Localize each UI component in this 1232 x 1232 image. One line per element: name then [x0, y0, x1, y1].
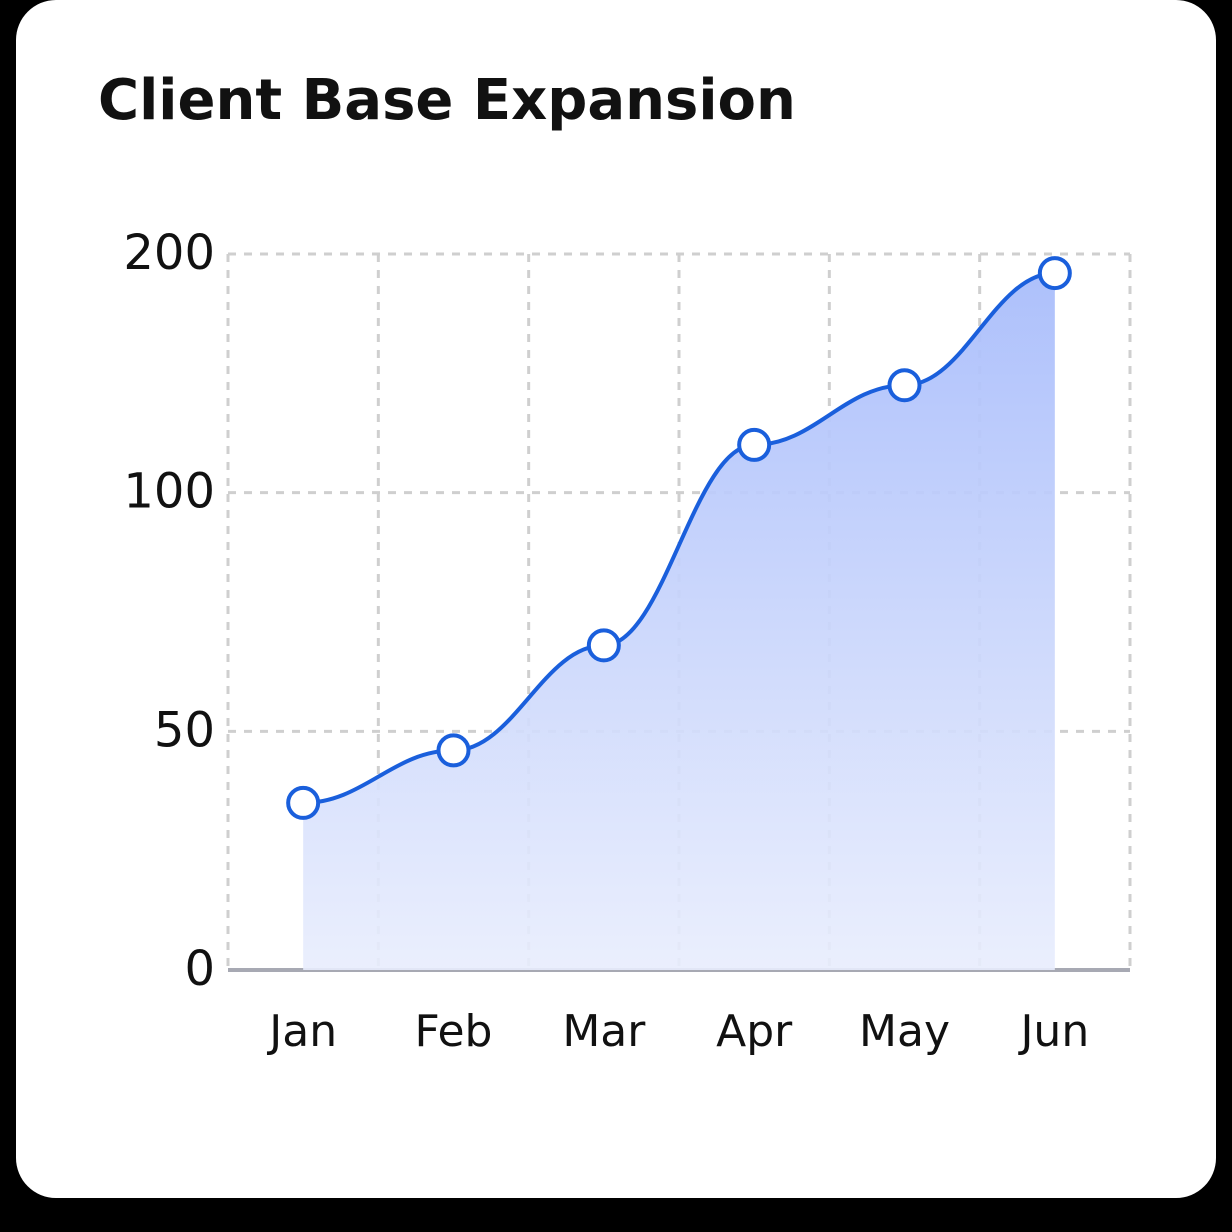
y-tick-label: 200: [123, 225, 215, 281]
x-tick-label: Apr: [716, 1006, 793, 1057]
point: [1037, 256, 1072, 291]
x-tick-label: May: [859, 1006, 950, 1057]
y-tick-label: 0: [184, 941, 215, 997]
area-fill: [303, 273, 1055, 970]
x-tick-label: Mar: [562, 1006, 646, 1057]
y-tick-label: 50: [154, 702, 215, 758]
x-tick-label: Feb: [415, 1006, 493, 1057]
point: [887, 368, 922, 403]
point: [586, 628, 621, 663]
chart-title: Client Base Expansion: [98, 68, 796, 133]
x-tick-label: Jun: [1017, 1006, 1089, 1057]
x-tick-label: Jan: [266, 1006, 337, 1057]
y-tick-label: 100: [123, 464, 215, 520]
point: [436, 733, 471, 768]
point: [737, 427, 772, 462]
point: [286, 785, 321, 820]
